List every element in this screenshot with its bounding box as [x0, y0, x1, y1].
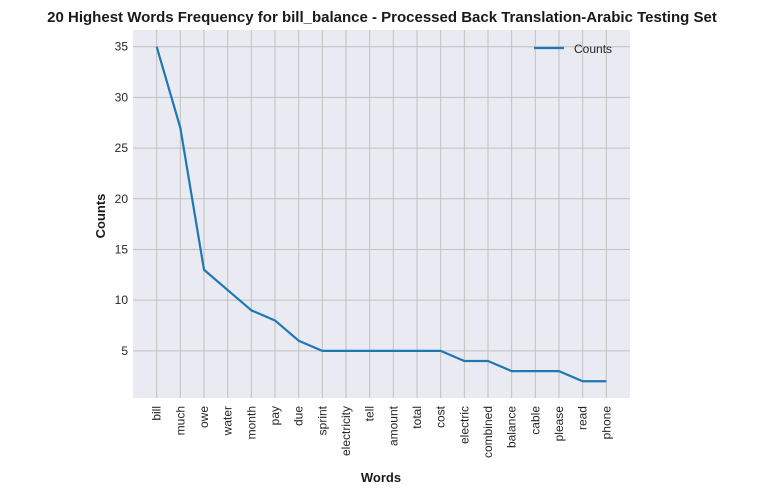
x-tick-label: sprint: [315, 405, 329, 435]
x-tick-label: owe: [197, 406, 211, 428]
x-tick-label: electric: [457, 406, 471, 444]
x-tick-label: pay: [268, 406, 282, 425]
y-tick-label: 25: [115, 141, 129, 155]
x-axis-ticks: bill much owe water month pay due sprint electri…: [150, 405, 614, 458]
x-tick-label: please: [552, 406, 566, 442]
x-tick-label: combined: [481, 406, 495, 458]
y-axis-label: Counts: [93, 194, 108, 239]
x-grid: [156, 30, 607, 398]
plot-area: [133, 30, 630, 398]
x-tick-label: due: [292, 406, 306, 426]
x-axis-label: Words: [361, 470, 401, 485]
x-tick-label: month: [244, 406, 258, 439]
x-tick-label: much: [173, 406, 187, 435]
y-tick-label: 35: [115, 40, 129, 54]
legend: Counts: [534, 42, 612, 56]
x-tick-label: read: [576, 406, 590, 430]
series-line-counts: [155, 46, 607, 383]
x-tick-label: water: [221, 406, 235, 436]
x-tick-label: cable: [528, 406, 542, 435]
x-tick-label: bill: [150, 406, 164, 421]
x-tick-label: electricity: [339, 406, 353, 456]
y-axis-ticks: 5 10 15 20 25 30 35: [115, 40, 129, 358]
y-tick-label: 10: [115, 293, 129, 307]
x-tick-label: tell: [363, 406, 377, 421]
y-tick-label: 15: [115, 242, 129, 256]
x-tick-label: balance: [505, 406, 519, 448]
y-tick-label: 20: [115, 192, 129, 206]
y-tick-label: 5: [121, 344, 128, 358]
legend-label: Counts: [574, 42, 612, 56]
x-tick-label: cost: [434, 405, 448, 428]
x-tick-label: phone: [599, 406, 613, 440]
y-grid: [133, 46, 630, 352]
y-tick-label: 30: [115, 90, 129, 104]
x-tick-label: total: [410, 406, 424, 429]
chart-title: 20 Highest Words Frequency for bill_bala…: [47, 9, 717, 26]
x-tick-label: amount: [386, 405, 400, 446]
